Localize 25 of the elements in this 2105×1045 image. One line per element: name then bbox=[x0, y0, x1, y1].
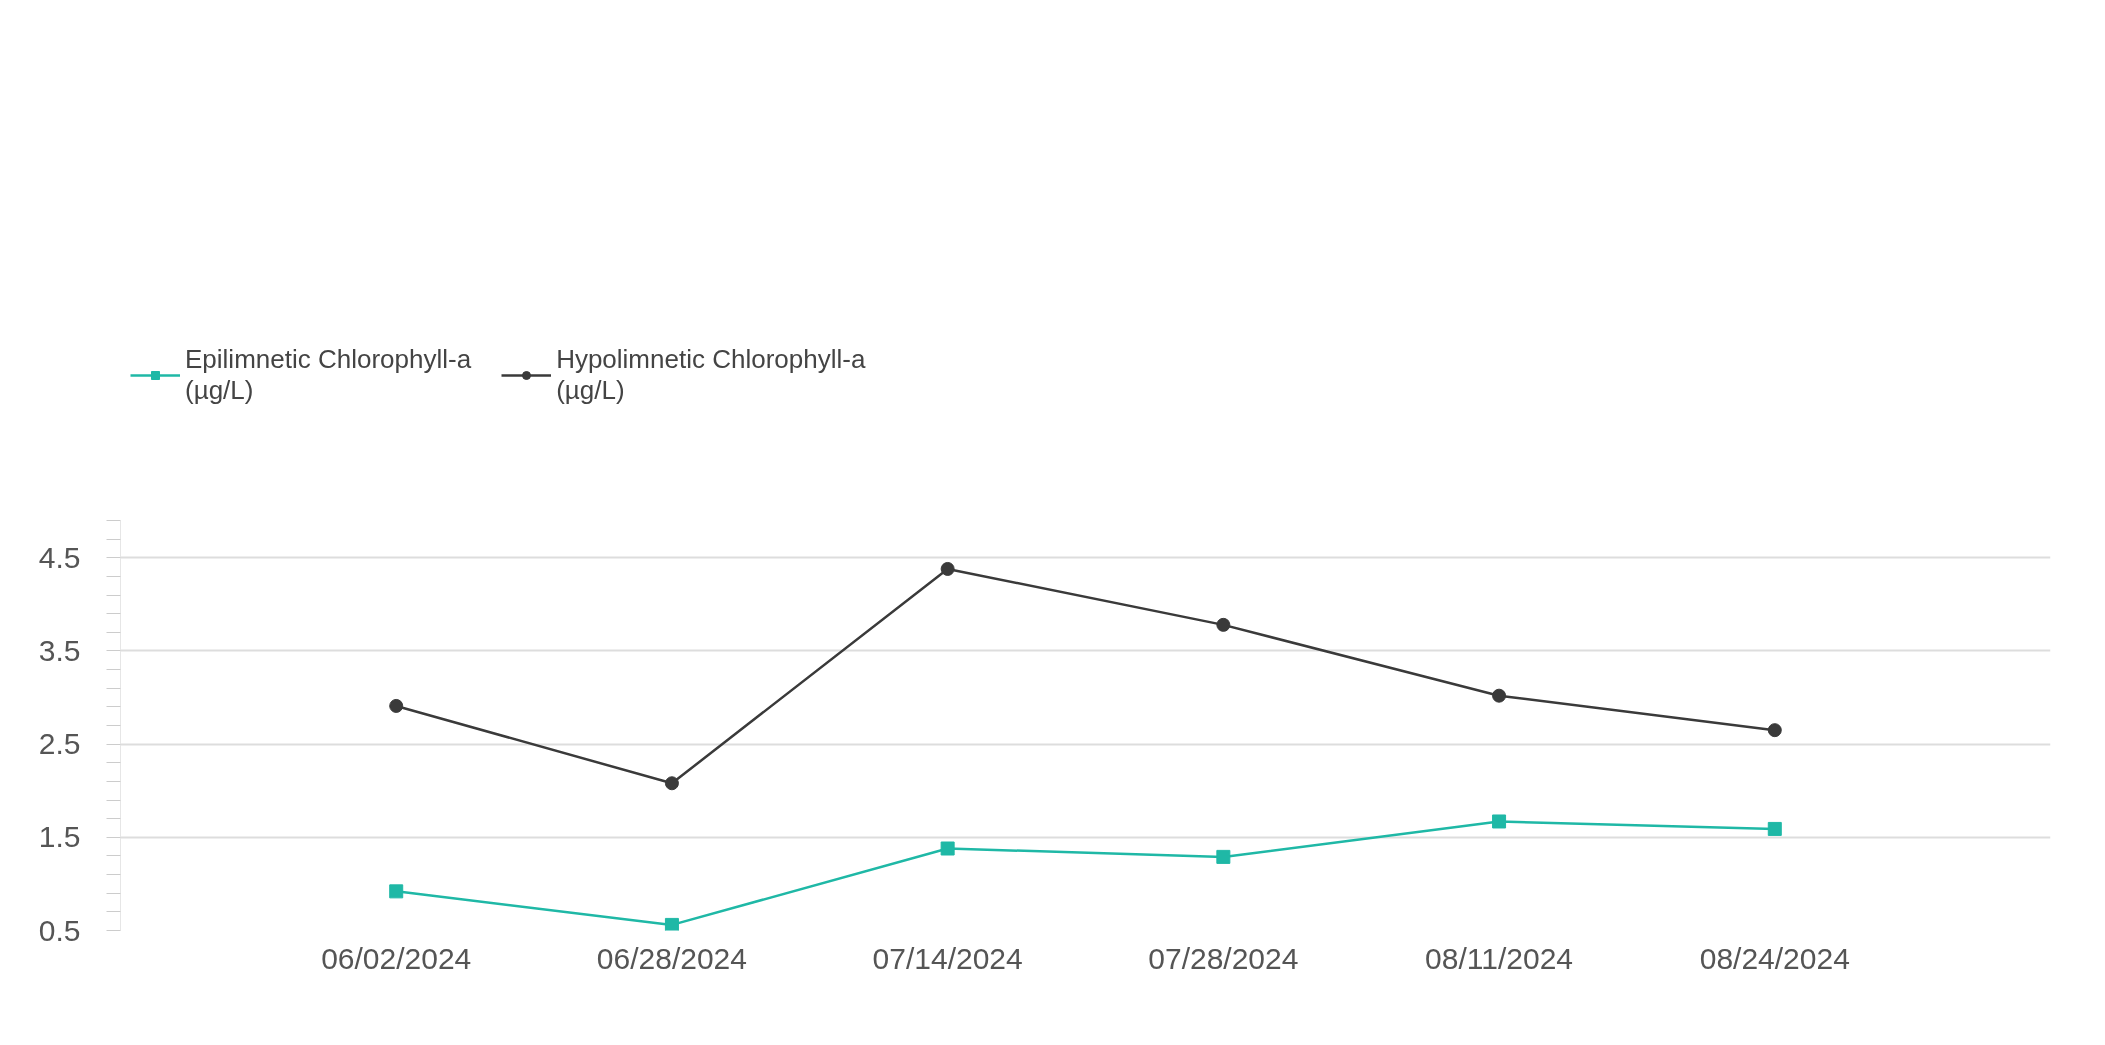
y-tick-label: 2.5 bbox=[38, 727, 81, 761]
y-tick-label: 0.5 bbox=[38, 913, 81, 947]
x-tick-label: 08/24/2024 bbox=[1699, 941, 1850, 975]
x-tick-label: 07/14/2024 bbox=[872, 941, 1023, 975]
y-tick-label: 1.5 bbox=[38, 820, 81, 854]
point bbox=[940, 561, 955, 576]
y-tick-label: 4.5 bbox=[38, 540, 81, 574]
point bbox=[1216, 617, 1231, 632]
point bbox=[1492, 688, 1507, 703]
legend-label: Hypolimnetic Chlorophyll-a (µg/L) bbox=[556, 343, 866, 406]
x-tick-label: 06/02/2024 bbox=[321, 941, 472, 975]
point bbox=[1216, 849, 1231, 864]
point bbox=[940, 841, 955, 856]
point bbox=[1492, 814, 1507, 829]
x-tick-label: 07/28/2024 bbox=[1148, 941, 1299, 975]
point bbox=[389, 884, 404, 899]
point bbox=[664, 917, 679, 931]
x-tick-label: 08/11/2024 bbox=[1425, 941, 1574, 975]
point bbox=[389, 698, 404, 713]
legend-label: Epilimnetic Chlorophyll-a (µg/L) bbox=[185, 343, 472, 406]
x-tick-label: 06/28/2024 bbox=[596, 941, 748, 975]
point bbox=[1767, 821, 1782, 836]
point bbox=[664, 776, 679, 791]
point bbox=[1767, 723, 1782, 738]
y-tick-label: 3.5 bbox=[38, 633, 81, 667]
